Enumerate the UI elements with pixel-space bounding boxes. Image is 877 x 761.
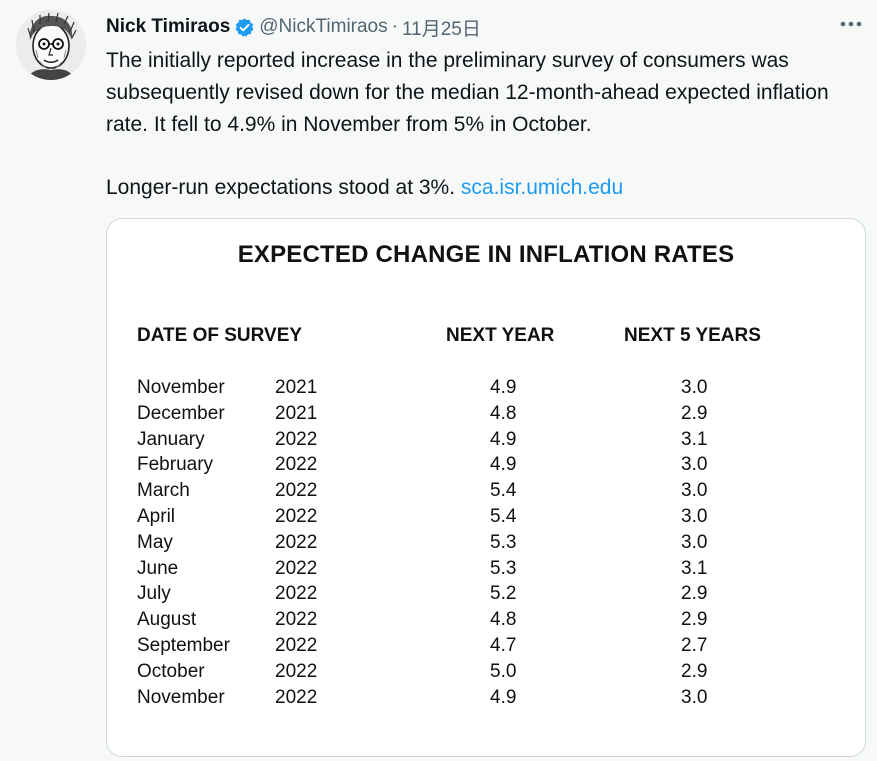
cell-next-year: 5.4 <box>490 480 517 502</box>
cell-month: January <box>137 428 205 450</box>
table-row: June 2022 5.3 3.1 <box>107 558 865 584</box>
cell-year: 2021 <box>275 402 318 424</box>
cell-next-5-years: 2.9 <box>681 660 708 682</box>
cell-year: 2021 <box>275 377 318 398</box>
cell-year: 2022 <box>275 583 318 605</box>
cell-next-5-years: 3.0 <box>681 506 708 527</box>
cell-next-5-years: 2.7 <box>681 635 708 656</box>
table-row: December 2021 4.8 2.9 <box>107 403 865 429</box>
cell-month: June <box>137 557 179 579</box>
cell-next-year: 5.2 <box>490 583 517 605</box>
cell-year: 2022 <box>275 506 318 527</box>
cell-next-year: 5.3 <box>490 531 517 553</box>
cell-next-year: 4.9 <box>490 428 517 450</box>
tweet-link[interactable]: sca.isr.umich.edu <box>460 176 624 199</box>
cell-next-5-years: 3.0 <box>681 454 708 476</box>
table-row: February 2022 4.9 3.0 <box>107 454 865 480</box>
table-row: May 2022 5.3 3.0 <box>107 532 865 558</box>
cell-year: 2022 <box>275 428 318 450</box>
cell-next-year: 4.7 <box>490 635 517 656</box>
cell-next-5-years: 2.9 <box>681 583 708 605</box>
cell-year: 2022 <box>275 557 318 579</box>
tweet-text-paragraph: The initially reported increase in the p… <box>106 49 829 136</box>
cell-month: September <box>137 635 230 656</box>
cell-month: May <box>137 531 173 553</box>
cell-month: February <box>137 454 214 476</box>
header-next-year: NEXT YEAR <box>446 325 555 346</box>
separator-dot: · <box>391 16 398 37</box>
table-row: September 2022 4.7 2.7 <box>107 635 865 661</box>
cell-year: 2022 <box>275 609 318 631</box>
cell-next-year: 4.9 <box>490 686 517 708</box>
table-row: January 2022 4.9 3.1 <box>107 429 865 455</box>
cell-next-5-years: 3.0 <box>681 686 708 708</box>
cell-month: December <box>137 402 225 424</box>
table-title: EXPECTED CHANGE IN INFLATION RATES <box>237 241 735 268</box>
more-options-icon[interactable] <box>837 14 865 34</box>
tweet-header: Nick Timiraos @NickTimiraos · 11月25日 <box>106 12 867 42</box>
cell-next-5-years: 3.1 <box>681 428 708 450</box>
cell-next-5-years: 3.1 <box>681 557 708 579</box>
cell-next-5-years: 3.0 <box>681 480 708 502</box>
cell-year: 2022 <box>275 480 318 502</box>
author-name[interactable]: Nick Timiraos <box>106 16 231 37</box>
table-row: November 2022 4.9 3.0 <box>107 687 865 713</box>
tweet-text-paragraph-2: Longer-run expectations stood at 3%. sca… <box>106 172 846 204</box>
cell-next-5-years: 2.9 <box>681 402 708 424</box>
table-row: March 2022 5.4 3.0 <box>107 480 865 506</box>
media-card[interactable]: EXPECTED CHANGE IN INFLATION RATES DATE … <box>106 218 866 757</box>
cell-next-year: 4.8 <box>490 402 517 424</box>
cell-month: August <box>137 609 197 631</box>
cell-year: 2022 <box>275 635 318 656</box>
cell-next-year: 5.4 <box>490 506 517 527</box>
cell-next-year: 4.9 <box>490 454 517 476</box>
header-next-5-years: NEXT 5 YEARS <box>624 325 761 346</box>
cell-month: March <box>137 480 190 502</box>
cell-next-year: 5.3 <box>490 557 517 579</box>
cell-year: 2022 <box>275 660 318 682</box>
cell-next-year: 4.8 <box>490 609 517 631</box>
cell-year: 2022 <box>275 531 318 553</box>
header-date: DATE OF SURVEY <box>137 325 303 346</box>
table-row: October 2022 5.0 2.9 <box>107 661 865 687</box>
tweet-text: The initially reported increase in the p… <box>106 45 846 204</box>
table-row: July 2022 5.2 2.9 <box>107 583 865 609</box>
table-row: April 2022 5.4 3.0 <box>107 506 865 532</box>
cell-next-5-years: 3.0 <box>681 377 708 398</box>
avatar-illustration <box>16 10 86 80</box>
cell-year: 2022 <box>275 686 318 708</box>
cell-month: November <box>137 686 225 708</box>
table-row: November 2021 4.9 3.0 <box>107 377 865 403</box>
cell-month: July <box>137 583 171 605</box>
cell-next-5-years: 2.9 <box>681 609 708 631</box>
verified-badge-icon <box>234 17 255 38</box>
author-handle[interactable]: @NickTimiraos <box>259 16 388 37</box>
cell-month: November <box>137 377 225 398</box>
tweet-date[interactable]: 11月25日 <box>401 18 481 40</box>
cell-month: October <box>137 660 205 682</box>
cell-year: 2022 <box>275 454 318 476</box>
table-row: August 2022 4.8 2.9 <box>107 609 865 635</box>
cell-next-5-years: 3.0 <box>681 531 708 553</box>
cell-month: April <box>137 506 176 527</box>
tweet-text-longer-run: Longer-run expectations stood at 3%. <box>106 176 456 199</box>
avatar[interactable] <box>16 10 86 80</box>
cell-next-year: 4.9 <box>490 377 517 398</box>
cell-next-year: 5.0 <box>490 660 517 682</box>
